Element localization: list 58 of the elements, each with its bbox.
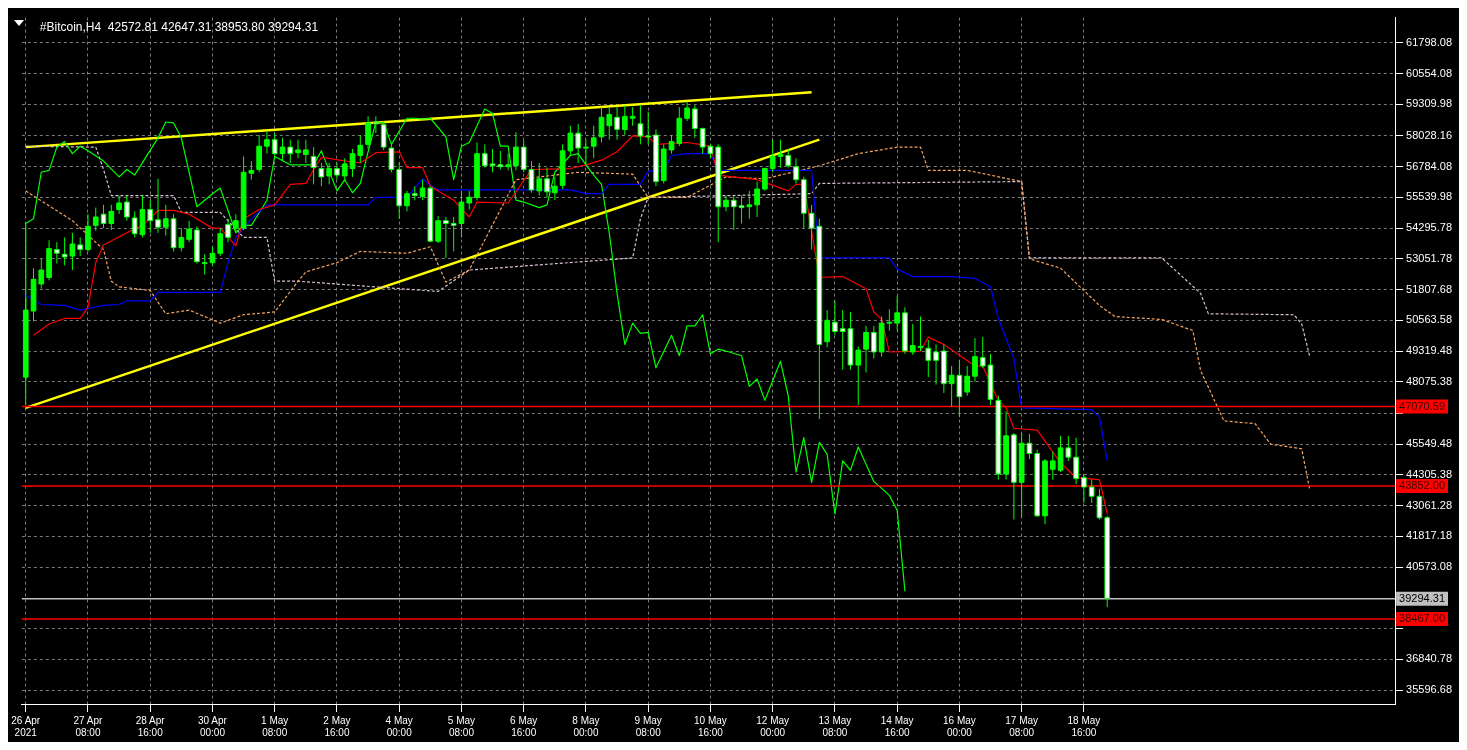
x-tick-label: 14 May 16:00 [880,714,914,738]
x-tick-label: 26 Apr 2021 [11,714,41,738]
x-tick-label: 4 May 00:00 [385,714,413,738]
candlestick [474,141,480,201]
chart-title: #Bitcoin,H4 42572.81 42647.31 38953.80 39294.31 [39,19,319,34]
candlestick [54,241,60,265]
line-series [25,145,1311,357]
y-tick-label: 58028.16 [1406,128,1453,141]
y-tick-label: 40573.08 [1406,560,1453,573]
x-tick-label: 30 Apr 00:00 [198,714,228,738]
candlestick [902,306,908,355]
y-tick-label: 51807.68 [1406,282,1453,295]
y-tick-label: 49319.48 [1406,344,1453,357]
ref-line-label: 39294.31 [1399,591,1446,604]
y-tick-label: 53051.78 [1406,251,1453,264]
x-tick-label: 8 May 00:00 [572,714,600,738]
candlestick [365,115,371,150]
ref-line-label: 38467.00 [1399,612,1446,625]
line-series [25,146,1311,490]
ref-line-label: 47070.59 [1399,399,1446,412]
y-tick-label: 50563.58 [1406,313,1453,326]
x-tick-label: 28 Apr 16:00 [135,714,166,738]
ref-line-label: 43852.00 [1399,479,1446,492]
candlestick [264,130,270,155]
candlestick [894,295,900,332]
candlestick [1011,432,1017,521]
x-tick-label: 9 May 08:00 [634,714,662,738]
x-tick-label: 6 May 16:00 [510,714,538,738]
y-tick-label: 44305.38 [1406,467,1453,480]
candlestick [334,162,340,181]
x-tick-label: 5 May 08:00 [447,714,476,738]
y-tick-label: 43061.28 [1406,498,1453,511]
x-tick-label: 2 May 16:00 [323,714,351,738]
x-tick-label: 10 May 16:00 [694,714,727,738]
candlestick [155,178,161,234]
x-tick-label: 12 May 00:00 [756,714,790,738]
x-tick-label: 13 May 08:00 [818,714,852,738]
candlestick [972,337,978,383]
y-tick-label: 45549.48 [1406,437,1453,450]
x-tick-label: 16 May 00:00 [943,714,976,738]
y-tick-label: 41817.18 [1406,529,1453,542]
x-tick-label: 1 May 08:00 [261,714,289,738]
candlestick [443,216,449,259]
candlestick [435,215,441,244]
y-tick-label: 60554.08 [1406,66,1453,79]
y-tick-label: 48075.38 [1406,374,1453,387]
y-tick-label: 35596.68 [1406,683,1453,696]
x-tick-label: 27 Apr 08:00 [73,714,104,738]
y-tick-label: 61798.08 [1406,35,1453,48]
y-tick-label: 55539.98 [1406,190,1453,203]
y-tick-label: 36840.78 [1406,652,1453,665]
x-tick-label: 17 May 08:00 [1005,714,1039,738]
candlestick [692,104,698,139]
y-tick-label: 59309.98 [1406,97,1453,110]
y-tick-label: 56784.08 [1406,159,1453,172]
candlestick [46,239,52,281]
x-tick-label: 18 May 16:00 [1067,714,1101,738]
y-tick-label: 54295.78 [1406,221,1453,234]
